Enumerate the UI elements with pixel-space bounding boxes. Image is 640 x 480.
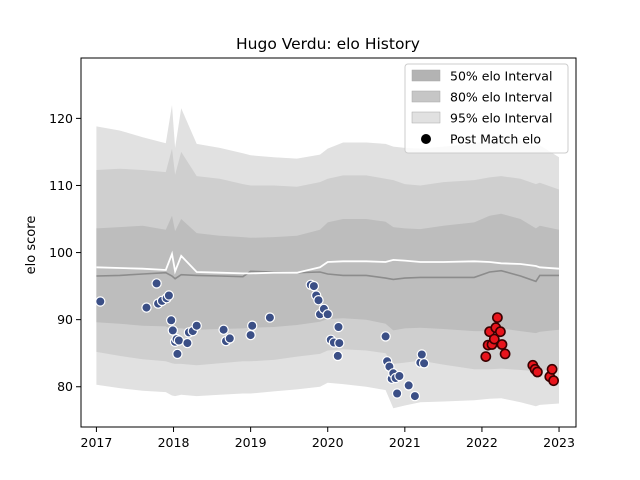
post-match-point [245, 329, 256, 341]
post-match-point [165, 315, 177, 326]
x-tick-label: 2018 [158, 435, 190, 450]
x-tick-label: 2023 [543, 435, 575, 450]
recent-match-point [480, 351, 492, 362]
x-tick-label: 2017 [81, 435, 113, 450]
post-match-point [418, 358, 430, 369]
post-match-point [394, 370, 405, 382]
x-tick-label: 2021 [389, 435, 421, 450]
post-match-point [322, 309, 333, 320]
post-match-point [173, 335, 185, 346]
post-match-point [151, 278, 162, 289]
post-match-point [172, 348, 183, 360]
recent-match-point [494, 326, 506, 338]
post-match-point [167, 325, 178, 336]
legend-marker [421, 134, 431, 144]
post-match-point [391, 388, 403, 399]
plot-frame [80, 57, 577, 428]
y-tick-label: 90 [57, 312, 73, 327]
post-match-point [308, 280, 320, 292]
x-tick-label: 2020 [312, 435, 344, 450]
recent-match-point [546, 363, 558, 375]
legend-swatch [411, 69, 441, 82]
post-match-point [182, 337, 193, 349]
x-tick-label: 2022 [466, 435, 498, 450]
recent-match-point [532, 366, 543, 378]
recent-match-point [491, 312, 503, 323]
post-match-point [380, 331, 391, 342]
legend-swatch [411, 90, 441, 103]
legend-label: 95% elo Interval [450, 111, 552, 126]
y-tick-label: 80 [57, 379, 73, 394]
legend-swatch [411, 111, 441, 124]
post-match-point [416, 349, 427, 360]
y-tick-label: 100 [49, 245, 73, 260]
post-match-point [163, 290, 175, 301]
confidence-bands [96, 105, 560, 409]
chart-title: Hugo Verdu: elo History [236, 35, 420, 53]
recent-match-point [488, 333, 500, 345]
post-match-point [246, 320, 258, 331]
legend-label: Post Match elo [450, 132, 541, 147]
post-match-point [218, 324, 229, 335]
legend-label: 80% elo Interval [450, 90, 552, 105]
post-match-point [191, 320, 202, 331]
post-match-point [313, 295, 324, 306]
post-match-point [333, 321, 344, 333]
post-match-point [141, 302, 152, 313]
y-tick-label: 120 [49, 111, 73, 126]
recent-match-point [548, 375, 559, 387]
legend-box [404, 63, 569, 154]
post-match-point [409, 390, 421, 402]
y-axis-label: elo score [24, 216, 39, 275]
post-match-point [95, 296, 106, 307]
y-axis: 80 90 100 110 120 [49, 111, 81, 394]
recent-match-point [499, 348, 511, 360]
post-match-point [224, 333, 235, 344]
legend: 50% elo Interval 80% elo Interval 95% elo … [404, 63, 569, 154]
post-match-point [332, 350, 343, 362]
x-axis: 2017 2018 2019 2020 2021 2022 2023 [81, 427, 575, 450]
y-tick-label: 110 [49, 178, 73, 193]
recent-match-point [496, 339, 508, 350]
median-line [96, 269, 559, 283]
post-match-point [334, 337, 345, 349]
post-match-point [264, 312, 276, 323]
legend-label: 50% elo Interval [450, 69, 552, 84]
post-match-point [403, 380, 414, 391]
mean-line [96, 250, 560, 275]
x-tick-label: 2019 [235, 435, 267, 450]
post-match-points [95, 278, 559, 402]
elo-lines [96, 250, 560, 283]
